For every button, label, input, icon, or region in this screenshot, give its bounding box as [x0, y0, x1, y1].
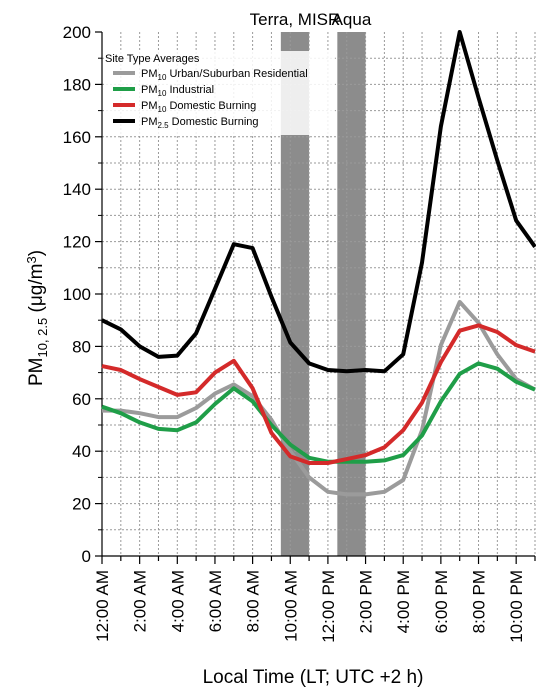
- x-tick-label-16: 4:00 PM: [394, 570, 413, 633]
- y-tick-label-100: 100: [63, 285, 91, 304]
- x-tick-label-2: 2:00 AM: [131, 570, 150, 632]
- axes: 0 20 40 60 80 100 120 140 160 180 200 12:00 AM 2:00 …: [63, 23, 536, 643]
- y-tick-label-20: 20: [72, 495, 91, 514]
- legend: Site Type Averages PM10 Urban/Suburban Re…: [105, 51, 335, 135]
- series-line-3: [101, 323, 536, 465]
- x-tick-label-14: 2:00 PM: [357, 570, 376, 633]
- legend-title: Site Type Averages: [105, 53, 200, 65]
- y-tick-label-120: 120: [63, 233, 91, 252]
- y-tick-label-160: 160: [63, 128, 91, 147]
- series-line-4: [101, 30, 536, 374]
- legend-entry-2: PM10 Industrial: [141, 84, 214, 98]
- x-tick-label-22: 10:00 PM: [507, 570, 526, 643]
- y-tick-label-40: 40: [72, 442, 91, 461]
- x-axis-title: Local Time (LT; UTC +2 h): [203, 667, 424, 688]
- overpass-label-1: Terra, MISR: [250, 10, 341, 29]
- x-tick-label-0: 12:00 AM: [93, 570, 112, 642]
- series-lines: [101, 30, 536, 497]
- y-tick-label-0: 0: [82, 547, 91, 566]
- x-tick-label-20: 8:00 PM: [470, 570, 489, 633]
- y-tick-label-80: 80: [72, 337, 91, 356]
- y-axis-title: PM10, 2.5 (μg/m3): [24, 250, 50, 386]
- y-tick-label-200: 200: [63, 23, 91, 42]
- legend-entry-4: PM2.5 Domestic Burning: [141, 116, 259, 130]
- overpass-label-2: Aqua: [332, 10, 372, 29]
- y-tick-label-180: 180: [63, 75, 91, 94]
- series-line-1: [102, 299, 536, 497]
- y-tick-label-60: 60: [72, 390, 91, 409]
- x-tick-label-10: 10:00 AM: [281, 570, 300, 642]
- legend-background: [105, 51, 335, 135]
- x-tick-label-8: 8:00 AM: [244, 570, 263, 632]
- legend-entry-3: PM10 Domestic Burning: [141, 100, 256, 114]
- x-tick-label-18: 6:00 PM: [432, 570, 451, 633]
- x-tick-label-4: 4:00 AM: [168, 570, 187, 632]
- series-line-2: [101, 361, 536, 464]
- x-tick-label-12: 12:00 PM: [319, 570, 338, 643]
- y-tick-label-140: 140: [63, 180, 91, 199]
- x-tick-label-6: 6:00 AM: [206, 570, 225, 632]
- legend-entry-1: PM10 Urban/Suburban Residential: [141, 68, 308, 82]
